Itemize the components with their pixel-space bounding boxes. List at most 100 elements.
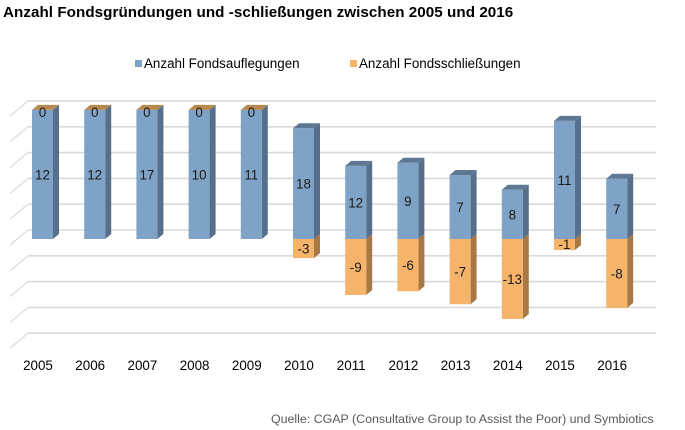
bar-fondsauflegungen-front xyxy=(84,109,106,239)
bar-fondsschliessungen-front xyxy=(293,239,314,259)
bar-fondsauflegungen-front xyxy=(554,120,575,239)
bar-fondsschliessungen-side xyxy=(418,234,425,292)
bar-fondsschliessungen-zero-cap xyxy=(240,104,268,110)
data-label-fondsschliessungen: 0 xyxy=(91,105,98,120)
x-tick-label: 2011 xyxy=(337,358,366,373)
data-label-fondsschliessungen: 0 xyxy=(39,105,46,120)
bar-fondsschliessungen-side xyxy=(575,234,581,251)
legend-item-fondsauflegungen[interactable]: Anzahl Fondsauflegungen xyxy=(135,56,300,71)
data-label-fondsschliessungen: -7 xyxy=(454,265,466,280)
data-label-fondsauflegungen: 8 xyxy=(509,207,516,222)
data-label-fondsauflegungen: 9 xyxy=(404,194,411,209)
bar-fondsauflegungen-side xyxy=(627,173,634,239)
x-tick-label: 2015 xyxy=(545,358,575,373)
bar-fondsschliessungen-zero-cap xyxy=(84,104,112,110)
legend-label: Anzahl Fondsauflegungen xyxy=(144,56,300,71)
bar-fondsauflegungen xyxy=(554,115,581,239)
data-label-fondsschliessungen: -3 xyxy=(298,242,310,257)
data-label-fondsauflegungen: 11 xyxy=(558,173,572,188)
gridline-depth xyxy=(9,177,29,194)
legend-swatch-blue xyxy=(135,60,142,67)
legend-label: Anzahl Fondsschließungen xyxy=(359,56,521,71)
bar-fondsauflegungen-front xyxy=(397,162,419,239)
bar-fondsauflegungen-front xyxy=(606,178,628,239)
x-tick-label: 2008 xyxy=(180,358,210,373)
bar-fondsauflegungen-top xyxy=(501,184,529,190)
bar-fondsauflegungen-top xyxy=(606,173,634,179)
bar-fondsauflegungen-top xyxy=(449,170,477,176)
bar-fondsschliessungen xyxy=(501,234,529,319)
bar-fondsauflegungen xyxy=(32,104,59,239)
bar-fondsschliessungen-zero-cap xyxy=(188,104,216,110)
bar-fondsauflegungen xyxy=(501,184,529,239)
data-labels: 12 0 12 0 17 0 10 0 11 0 18 -3 12 -9 9 -6 7 -7 8 -13 11 -1 7 -8 xyxy=(35,105,623,287)
bar-fondsschliessungen-side xyxy=(522,234,529,319)
gridline-depth xyxy=(9,203,29,220)
gridline-depth xyxy=(9,306,29,323)
x-tick-label: 2009 xyxy=(232,358,262,373)
bar-fondsauflegungen xyxy=(397,157,425,239)
data-label-fondsschliessungen: -1 xyxy=(559,237,571,252)
bar-fondsauflegungen xyxy=(84,104,112,239)
x-tick-label: 2013 xyxy=(441,358,471,373)
x-tick-label: 2010 xyxy=(284,358,314,373)
x-tick-label: 2016 xyxy=(597,358,627,373)
gridline-depth xyxy=(9,100,29,117)
bar-fondsschliessungen xyxy=(397,234,425,292)
legend-item-fondsschliessungen[interactable]: Anzahl Fondsschließungen xyxy=(350,56,521,71)
bar-fondsauflegungen-side xyxy=(157,104,164,239)
bar-fondsauflegungen-side xyxy=(53,104,59,239)
bar-fondsauflegungen-front xyxy=(240,109,262,239)
data-label-fondsauflegungen: 10 xyxy=(192,167,207,182)
data-label-fondsauflegungen: 18 xyxy=(296,177,311,192)
bar-fondsauflegungen-side xyxy=(366,160,373,239)
bar-fondsauflegungen-top xyxy=(397,157,425,163)
data-label-fondsschliessungen: -6 xyxy=(402,258,414,273)
x-axis: 2005 2006 2007 2008 2009 2010 2011 2012 2013 2014… xyxy=(23,358,627,373)
bar-fondsauflegungen xyxy=(345,160,373,239)
bar-fondsschliessungen-side xyxy=(627,234,634,308)
bar-fondsschliessungen xyxy=(606,234,634,308)
data-label-fondsauflegungen: 11 xyxy=(244,167,258,182)
bar-fondsschliessungen-side xyxy=(470,234,477,305)
bar-fondsschliessungen-front xyxy=(606,239,628,308)
legend-swatch-orange xyxy=(350,60,357,67)
bar-fondsauflegungen-front xyxy=(449,175,471,239)
data-label-fondsauflegungen: 12 xyxy=(87,167,102,182)
bar-fondsauflegungen xyxy=(449,170,477,239)
bar-fondsschliessungen xyxy=(345,234,373,295)
data-label-fondsschliessungen: 0 xyxy=(195,105,202,120)
x-tick-label: 2012 xyxy=(389,358,419,373)
bar-fondsschliessungen-zero-cap xyxy=(32,104,59,110)
bar-fondsauflegungen-top xyxy=(345,160,373,166)
gridline-depth xyxy=(9,152,29,169)
bar-fondsauflegungen xyxy=(136,104,164,239)
bar-fondsauflegungen-top xyxy=(554,115,581,121)
bar-fondsauflegungen-side xyxy=(314,123,320,239)
bar-fondsauflegungen xyxy=(240,104,268,239)
data-label-fondsschliessungen: 0 xyxy=(143,105,150,120)
data-label-fondsauflegungen: 7 xyxy=(613,202,620,217)
bars xyxy=(32,104,634,319)
legend: Anzahl Fondsauflegungen Anzahl Fondsschl… xyxy=(0,56,685,74)
bar-fondsschliessungen-front xyxy=(554,239,575,251)
bar-fondsauflegungen-side xyxy=(522,184,529,239)
data-label-fondsauflegungen: 12 xyxy=(348,195,363,210)
data-label-fondsschliessungen: -13 xyxy=(503,272,522,287)
bar-fondsschliessungen-front xyxy=(397,239,419,292)
bar-fondsauflegungen-side xyxy=(209,104,216,239)
bar-fondsschliessungen-zero-cap xyxy=(136,104,164,110)
gridline-depth xyxy=(9,281,29,298)
bar-fondsauflegungen-front xyxy=(293,128,314,239)
chart-title: Anzahl Fondsgründungen und -schließungen… xyxy=(3,4,514,21)
data-label-fondsschliessungen: 0 xyxy=(248,105,255,120)
gridline-depth xyxy=(9,229,29,246)
bar-fondsauflegungen xyxy=(606,173,634,239)
bar-fondsschliessungen-front xyxy=(345,239,367,295)
gridline-depth xyxy=(9,255,29,272)
chart-plot-area: 12 0 12 0 17 0 10 0 11 0 18 -3 12 -9 9 -6 7 -7 8 -13 11 -1 7 -8… xyxy=(9,100,656,373)
x-tick-label: 2007 xyxy=(128,358,158,373)
bar-fondsschliessungen-front xyxy=(501,239,523,319)
bar-fondsauflegungen xyxy=(293,123,320,239)
bar-fondsschliessungen xyxy=(449,234,477,305)
